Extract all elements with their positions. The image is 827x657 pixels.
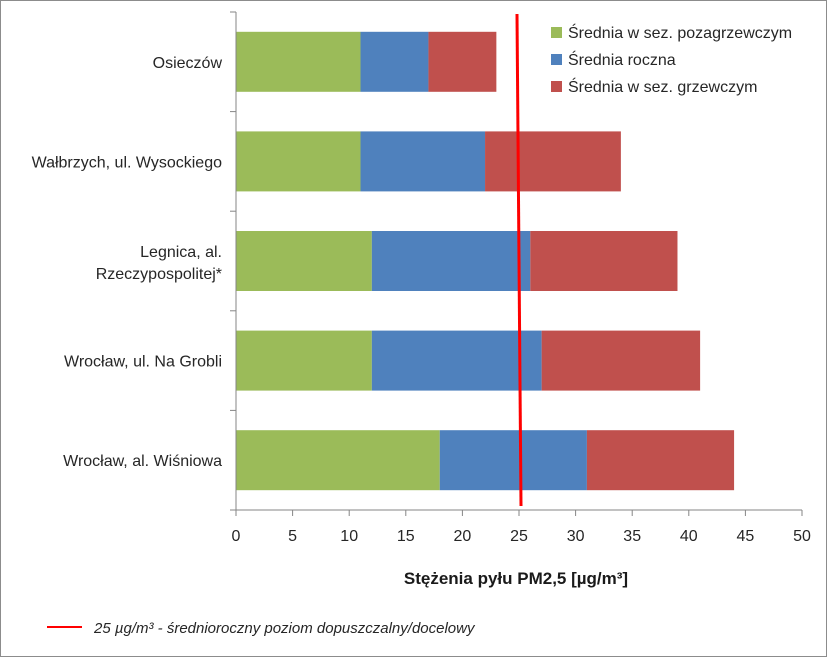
x-tick-label: 50 xyxy=(793,528,811,545)
x-tick-label: 35 xyxy=(623,528,641,545)
bar-3-1 xyxy=(428,31,497,92)
legend: Średnia w sez. pozagrzewczym Średnia rocz… xyxy=(551,23,792,96)
legend-label: Średnia w sez. grzewczym xyxy=(568,77,757,96)
bar-3-5 xyxy=(586,430,735,491)
reference-note-label: 25 µg/m³ - średnioroczny poziom dopuszcz… xyxy=(93,620,476,637)
bar-1-2 xyxy=(236,131,361,192)
reference-line xyxy=(515,13,523,507)
bar-2-1 xyxy=(360,31,429,92)
bar-3-2 xyxy=(485,131,621,192)
category-label-line: Legnica, al. xyxy=(140,244,222,261)
x-tick-label: 30 xyxy=(567,528,585,545)
x-tick-label: 0 xyxy=(232,528,241,545)
legend-swatch xyxy=(551,27,562,38)
category-label-line: Rzeczypospolitej* xyxy=(96,266,222,283)
bars-group xyxy=(236,31,735,491)
bar-2-3 xyxy=(371,231,531,291)
legend-swatch xyxy=(551,81,562,92)
legend-label: Średnia w sez. pozagrzewczym xyxy=(568,23,792,42)
bar-1-4 xyxy=(236,330,372,391)
category-label: Wrocław, ul. Na Grobli xyxy=(64,354,222,371)
category-label: Wałbrzych, ul. Wysockiego xyxy=(32,154,223,171)
bar-1-5 xyxy=(236,430,440,491)
category-label: Osieczów xyxy=(153,55,223,72)
bar-2-5 xyxy=(439,430,587,491)
axes-group: Osieczów Wałbrzych, ul. Wysockiego Legnica… xyxy=(32,11,811,545)
bar-1-3 xyxy=(236,231,372,291)
bar-2-2 xyxy=(360,131,486,192)
legend-swatch xyxy=(551,54,562,65)
reference-note: 25 µg/m³ - średnioroczny poziom dopuszcz… xyxy=(47,620,476,637)
x-tick-label: 10 xyxy=(340,528,358,545)
x-axis-label: Stężenia pyłu PM2,5 [µg/m³] xyxy=(404,569,628,588)
category-label: Wrocław, al. Wiśniowa xyxy=(63,453,222,470)
x-tick-label: 40 xyxy=(680,528,698,545)
category-label: Legnica, al. Rzeczypospolitej* xyxy=(96,244,222,283)
reference-group xyxy=(515,13,523,507)
bar-3-3 xyxy=(530,231,678,291)
x-tick-label: 5 xyxy=(288,528,297,545)
x-tick-label: 15 xyxy=(397,528,415,545)
x-tick-label: 20 xyxy=(454,528,472,545)
x-tick-label: 25 xyxy=(510,528,528,545)
bar-2-4 xyxy=(371,330,542,391)
bar-3-4 xyxy=(541,330,701,391)
x-tick-label: 45 xyxy=(737,528,755,545)
bar-1-1 xyxy=(236,31,361,92)
legend-label: Średnia roczna xyxy=(568,50,676,69)
